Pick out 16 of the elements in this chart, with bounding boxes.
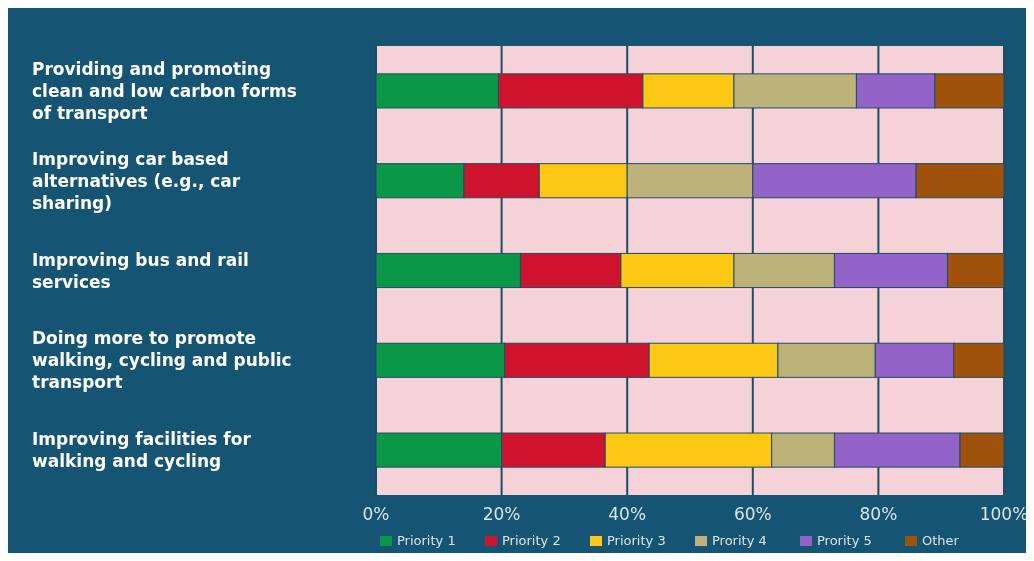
legend-label: Prority 4 [712, 533, 767, 548]
x-tick-label: 80% [859, 504, 898, 524]
legend-label: Priority 3 [607, 533, 666, 548]
legend-label: Priority 1 [397, 533, 456, 548]
x-tick-label: 60% [733, 504, 772, 524]
x-tick-label: 0% [362, 504, 390, 524]
x-tick-label: 40% [608, 504, 647, 524]
y-tick-label: Improving car based alternatives (e.g., car sharing) [32, 148, 241, 213]
y-tick-label: Doing more to promote walking, cycling and public transport [32, 328, 292, 393]
y-tick-label: Providing and promoting clean and low carbon forms of transport [32, 58, 297, 123]
legend-label: Priority 2 [502, 533, 561, 548]
y-tick-label: Improving bus and rail services [32, 249, 249, 292]
legend-label: Other [922, 533, 960, 548]
x-tick-label: 20% [482, 504, 521, 524]
y-tick-label: Improving facilities for walking and cycling [32, 429, 252, 472]
legend-label: Prority 5 [817, 533, 872, 548]
